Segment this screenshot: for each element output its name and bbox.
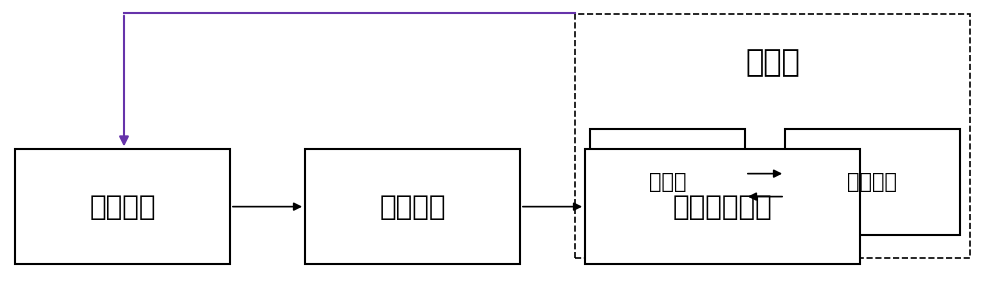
Text: 光敏元件: 光敏元件 bbox=[848, 172, 898, 192]
Text: 控制盒: 控制盒 bbox=[745, 49, 800, 78]
FancyBboxPatch shape bbox=[305, 149, 520, 264]
Text: 传动装置: 传动装置 bbox=[379, 193, 446, 221]
FancyBboxPatch shape bbox=[785, 129, 960, 235]
Text: 太阳能电池板: 太阳能电池板 bbox=[673, 193, 772, 221]
FancyBboxPatch shape bbox=[590, 129, 745, 235]
FancyBboxPatch shape bbox=[15, 149, 230, 264]
FancyBboxPatch shape bbox=[585, 149, 860, 264]
Text: 驱动装置: 驱动装置 bbox=[89, 193, 156, 221]
FancyBboxPatch shape bbox=[575, 14, 970, 258]
Text: 控制器: 控制器 bbox=[649, 172, 686, 192]
